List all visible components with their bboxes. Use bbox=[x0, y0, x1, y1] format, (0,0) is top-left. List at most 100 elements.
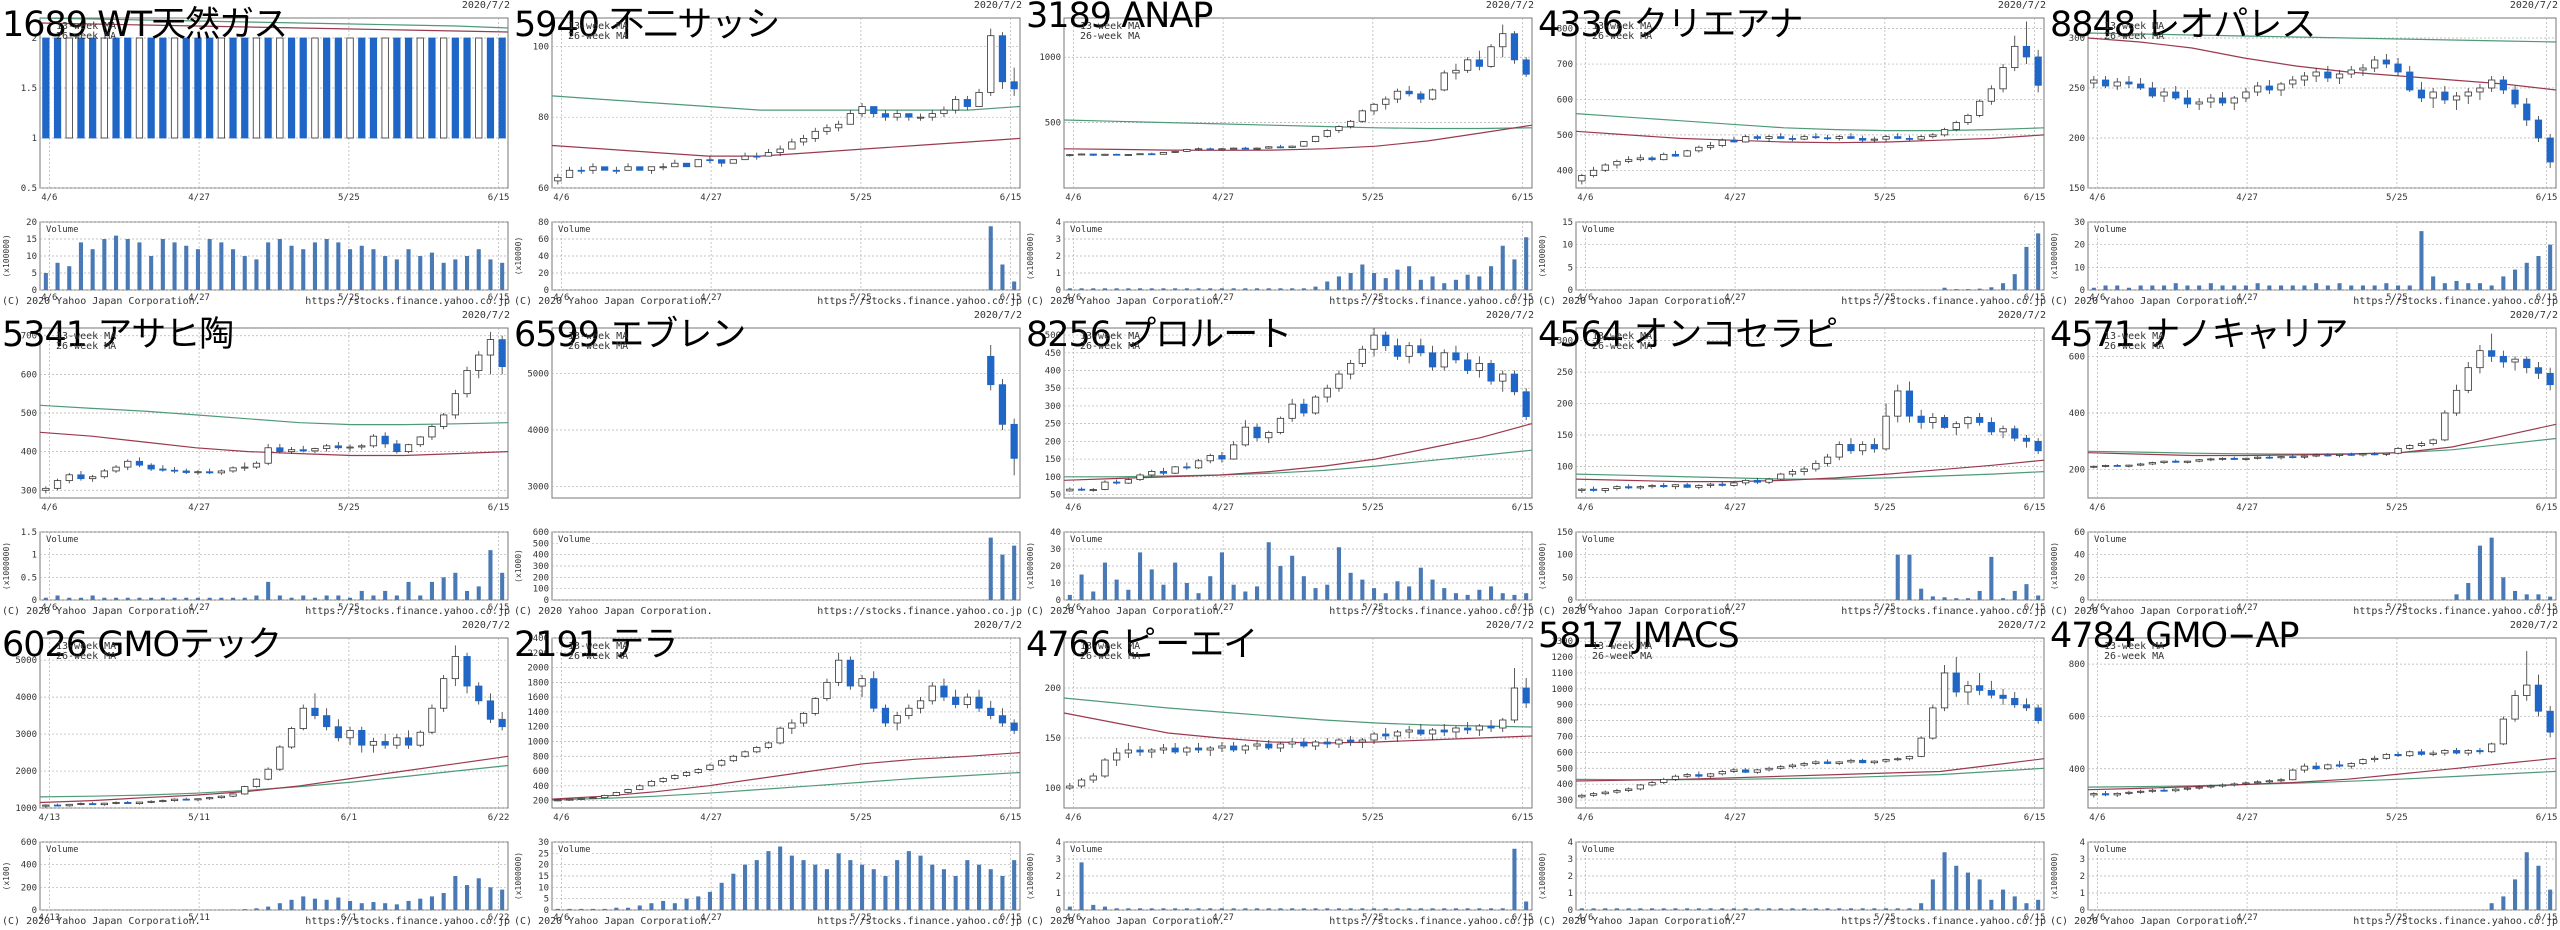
candle-body bbox=[416, 731, 424, 746]
y-tick-label: 4000 bbox=[527, 426, 549, 436]
volume-legend: Volume bbox=[1582, 225, 1615, 235]
candle-body bbox=[1253, 743, 1261, 747]
ma13-line bbox=[39, 22, 509, 33]
candle-body bbox=[1683, 774, 1691, 777]
candle-body bbox=[440, 414, 448, 427]
candle-body bbox=[952, 696, 960, 705]
candle-body bbox=[741, 155, 749, 161]
ma13-legend: 13-week MA bbox=[2104, 331, 2165, 342]
candle-body bbox=[554, 799, 562, 802]
candle-body bbox=[916, 700, 925, 709]
ma13-line bbox=[1063, 712, 1533, 744]
candle-body bbox=[1452, 69, 1460, 74]
candle-body bbox=[1148, 153, 1156, 156]
candle-body bbox=[53, 480, 62, 489]
ma13-legend: 13-week MA bbox=[1592, 21, 1653, 32]
candle-body bbox=[252, 37, 261, 139]
candle-body bbox=[428, 426, 436, 438]
candle-body bbox=[2218, 784, 2227, 787]
copyright: (C) 2020 Yahoo Japan Corporation. bbox=[1538, 606, 1737, 617]
x-tick-label: 4/6 bbox=[553, 293, 569, 303]
x-tick-label: 6/15 bbox=[2024, 813, 2046, 823]
y-tick-label: 50 bbox=[1050, 490, 1061, 500]
candle-body bbox=[1183, 747, 1191, 753]
candle-body bbox=[2429, 91, 2437, 99]
candle-body bbox=[381, 435, 389, 445]
x-tick-label: 6/15 bbox=[1000, 813, 1022, 823]
candle-body bbox=[2511, 358, 2519, 363]
candle-body bbox=[65, 474, 73, 482]
volume-tick-label: 0 bbox=[1568, 596, 1573, 606]
candle-body bbox=[1823, 761, 1832, 764]
y-tick-label: 800 bbox=[533, 752, 549, 762]
volume-tick-label: 0 bbox=[1056, 596, 1061, 606]
candle-body bbox=[1510, 687, 1519, 721]
candle-body bbox=[706, 764, 714, 770]
candle-body bbox=[694, 159, 702, 168]
volume-legend: Volume bbox=[1070, 535, 1103, 545]
candle-body bbox=[1847, 759, 1855, 763]
chart-date: 2020/7/2 bbox=[1997, 620, 2046, 631]
y-tick-label: 600 bbox=[533, 767, 549, 777]
candle-body bbox=[718, 760, 726, 766]
ma26-legend: 26-week MA bbox=[1592, 31, 1653, 42]
volume-unit-label: (x100) bbox=[2, 862, 11, 891]
candle-body bbox=[1382, 334, 1390, 347]
candle-body bbox=[2125, 791, 2133, 794]
volume-tick-label: 20 bbox=[1050, 562, 1061, 572]
candle-body bbox=[2254, 456, 2262, 459]
volume-tick-label: 0 bbox=[32, 906, 37, 916]
candle-body bbox=[2452, 389, 2461, 414]
candle-body bbox=[1765, 478, 1773, 483]
candle-body bbox=[928, 685, 936, 702]
volume-tick-label: 40 bbox=[2074, 551, 2085, 561]
candle-body bbox=[1311, 396, 1320, 414]
candle-body bbox=[1499, 33, 1507, 48]
stock-chart-panel: 500 1000 4/6 4/6 4/27 4/27 5/25 5/25 6/15 6/15 0 1 2… bbox=[1024, 0, 1536, 310]
volume-tick-label: 3 bbox=[1056, 235, 1061, 245]
candle-body bbox=[1323, 741, 1331, 745]
candle-body bbox=[565, 169, 574, 178]
candle-body bbox=[1124, 749, 1132, 754]
candle-body bbox=[1066, 488, 1074, 492]
y-tick-label: 300 bbox=[1557, 796, 1573, 806]
candle-body bbox=[53, 804, 62, 807]
y-tick-label: 400 bbox=[1045, 367, 1061, 377]
x-tick-label: 4/27 bbox=[700, 913, 722, 923]
candle-body bbox=[1905, 390, 1914, 417]
stock-chart-panel: 100 150 200 4/6 4/6 4/27 4/27 5/25 5/25 6/15 6/15 0… bbox=[1024, 620, 1536, 930]
candle-body bbox=[1870, 760, 1878, 764]
ma13-legend: 13-week MA bbox=[1080, 21, 1141, 32]
candle-body bbox=[1730, 482, 1738, 486]
source-url: https://stocks.finance.yahoo.co.jp bbox=[2353, 296, 2558, 307]
candle-body bbox=[2406, 71, 2414, 91]
candle-body bbox=[870, 678, 878, 709]
candle-body bbox=[1940, 672, 1949, 709]
candle-body bbox=[428, 707, 436, 733]
y-tick-label: 1000 bbox=[1551, 685, 1573, 695]
volume-legend: Volume bbox=[558, 845, 591, 855]
candle-body bbox=[940, 109, 948, 115]
stock-chart-panel: 1000 2000 3000 4000 5000 4/13 4/13 5/11 5/11 6/1 6… bbox=[0, 620, 512, 930]
candle-body bbox=[1358, 348, 1366, 364]
candle-body bbox=[1777, 136, 1785, 139]
y-tick-label: 200 bbox=[1045, 437, 1061, 447]
y-tick-label: 1800 bbox=[527, 678, 549, 688]
candle-body bbox=[1917, 415, 1925, 423]
candle-body bbox=[2429, 439, 2437, 445]
y-tick-label: 1200 bbox=[1551, 653, 1573, 663]
x-tick-label: 4/27 bbox=[1724, 813, 1746, 823]
y-tick-label: 3000 bbox=[15, 730, 37, 740]
candle-body bbox=[1800, 468, 1808, 472]
volume-legend: Volume bbox=[2094, 225, 2127, 235]
candle-body bbox=[811, 130, 819, 139]
candle-body bbox=[1917, 136, 1925, 140]
y-tick-label: 1400 bbox=[527, 708, 549, 718]
y-tick-label: 300 bbox=[2069, 34, 2085, 44]
candle-body bbox=[2218, 457, 2227, 460]
candle-body bbox=[1370, 334, 1378, 350]
x-tick-label: 4/27 bbox=[188, 603, 210, 613]
candle-body bbox=[1882, 136, 1890, 140]
candle-body bbox=[2476, 87, 2484, 93]
x-tick-label: 6/15 bbox=[2536, 193, 2558, 203]
